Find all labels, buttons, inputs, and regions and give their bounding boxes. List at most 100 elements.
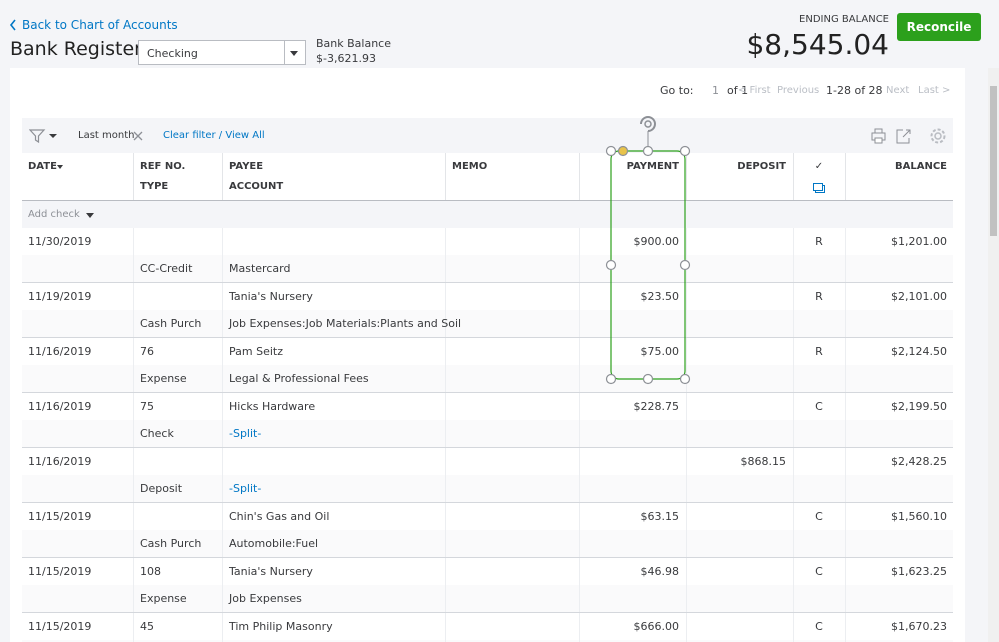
cell-divider [445, 228, 446, 283]
cell-account[interactable]: -Split- [229, 482, 262, 495]
cell-balance: $1,670.23 [891, 620, 947, 633]
column-header: TYPE [140, 181, 169, 192]
add-check[interactable]: Add check [28, 209, 80, 220]
goto-label: Go to: [660, 84, 694, 97]
cell-payment: $75.00 [640, 345, 680, 358]
cell-date: 11/16/2019 [28, 400, 92, 413]
cell-divider [793, 228, 794, 283]
cell-divider [793, 393, 794, 448]
cell-divider [579, 558, 580, 613]
last-link[interactable]: Last > [918, 85, 951, 96]
header-rule [22, 200, 953, 201]
column-header[interactable]: DATE [28, 161, 57, 172]
filter-icon[interactable] [29, 128, 65, 144]
column-header: DEPOSIT [737, 161, 786, 172]
header-bg [22, 153, 953, 200]
cell-divider [845, 338, 846, 393]
cell-payee: Pam Seitz [229, 345, 283, 358]
scrollbar-thumb[interactable] [990, 86, 997, 236]
cell-divider [222, 338, 223, 393]
cell-divider [845, 393, 846, 448]
cell-divider [793, 448, 794, 503]
cell-divider [686, 228, 687, 283]
cell-date: 11/15/2019 [28, 510, 92, 523]
cell-ref: 76 [140, 345, 154, 358]
clear-x[interactable] [133, 131, 143, 141]
cell-divider [579, 503, 580, 558]
cell-ref: 108 [140, 565, 161, 578]
cell-account: Legal & Professional Fees [229, 372, 369, 385]
cell-type: Cash Purch [140, 537, 202, 550]
cell-divider [445, 613, 446, 642]
cell-payee: Chin's Gas and Oil [229, 510, 330, 523]
add-check-caret [86, 213, 94, 218]
row-line-2-bg [22, 640, 953, 642]
account-select[interactable]: Checking [138, 40, 306, 65]
cell-type: CC-Credit [140, 262, 193, 275]
toolbar-icons[interactable] [870, 127, 950, 145]
reconcile-button[interactable]: Reconcile [897, 13, 981, 41]
cell-type: Expense [140, 592, 187, 605]
cell-divider [686, 283, 687, 338]
cell-date: 11/16/2019 [28, 455, 92, 468]
clear-filter-link[interactable]: Clear filter / View All [163, 130, 265, 141]
column-divider [445, 153, 446, 200]
cell-divider [133, 393, 134, 448]
cell-status: C [815, 620, 823, 633]
add-check-row [22, 201, 953, 228]
column-header: PAYEE [229, 161, 264, 172]
page-title: Bank Register [10, 38, 142, 60]
selection-overlay[interactable] [600, 103, 700, 388]
row-separator [22, 557, 953, 558]
cell-payee: Tim Philip Masonry [229, 620, 333, 633]
cell-payee: Hicks Hardware [229, 400, 316, 413]
cell-account[interactable]: -Split- [229, 427, 262, 440]
back-chevron [9, 19, 16, 31]
cell-divider [133, 283, 134, 338]
back-link[interactable]: Back to Chart of Accounts [22, 18, 178, 32]
row-separator [22, 612, 953, 613]
cell-balance: $1,623.25 [891, 565, 947, 578]
column-header: ✓ [814, 161, 824, 172]
copy-icon[interactable] [813, 183, 823, 191]
cell-divider [579, 283, 580, 338]
cell-account: Mastercard [229, 262, 291, 275]
cell-divider [222, 558, 223, 613]
row-line-2-bg [22, 255, 953, 282]
page-of: of 1 [727, 84, 749, 97]
cell-divider [845, 613, 846, 642]
row-line-2-bg [22, 475, 953, 502]
column-header: MEMO [452, 161, 488, 172]
previous-link[interactable]: Previous [777, 85, 820, 96]
filter-bar: Last month Clear filter / View All [22, 118, 953, 153]
row-line-2-bg [22, 365, 953, 392]
column-divider [793, 153, 794, 200]
cell-payment: $666.00 [633, 620, 680, 633]
row-line-2-bg [22, 585, 953, 612]
cell-ref: 75 [140, 400, 154, 413]
first-link[interactable]: < First [738, 85, 771, 96]
column-divider [579, 153, 580, 200]
cell-status: C [815, 400, 823, 413]
page-range: 1-28 of 28 [826, 84, 883, 97]
next-link[interactable]: Next [886, 85, 910, 96]
cell-balance: $2,199.50 [891, 400, 947, 413]
cell-divider [845, 503, 846, 558]
cell-deposit: $868.15 [740, 455, 787, 468]
cell-date: 11/19/2019 [28, 290, 92, 303]
cell-balance: $2,124.50 [891, 345, 947, 358]
cell-divider [222, 393, 223, 448]
cell-divider [686, 393, 687, 448]
cell-status: C [815, 565, 823, 578]
cell-divider [793, 503, 794, 558]
page-number[interactable]: 1 [712, 84, 719, 97]
column-header: BALANCE [894, 161, 947, 172]
cell-payment: $228.75 [633, 400, 680, 413]
cell-divider [686, 613, 687, 642]
cell-divider [686, 448, 687, 503]
cell-divider [579, 393, 580, 448]
cell-divider [579, 338, 580, 393]
cell-divider [445, 283, 446, 338]
cell-divider [845, 448, 846, 503]
